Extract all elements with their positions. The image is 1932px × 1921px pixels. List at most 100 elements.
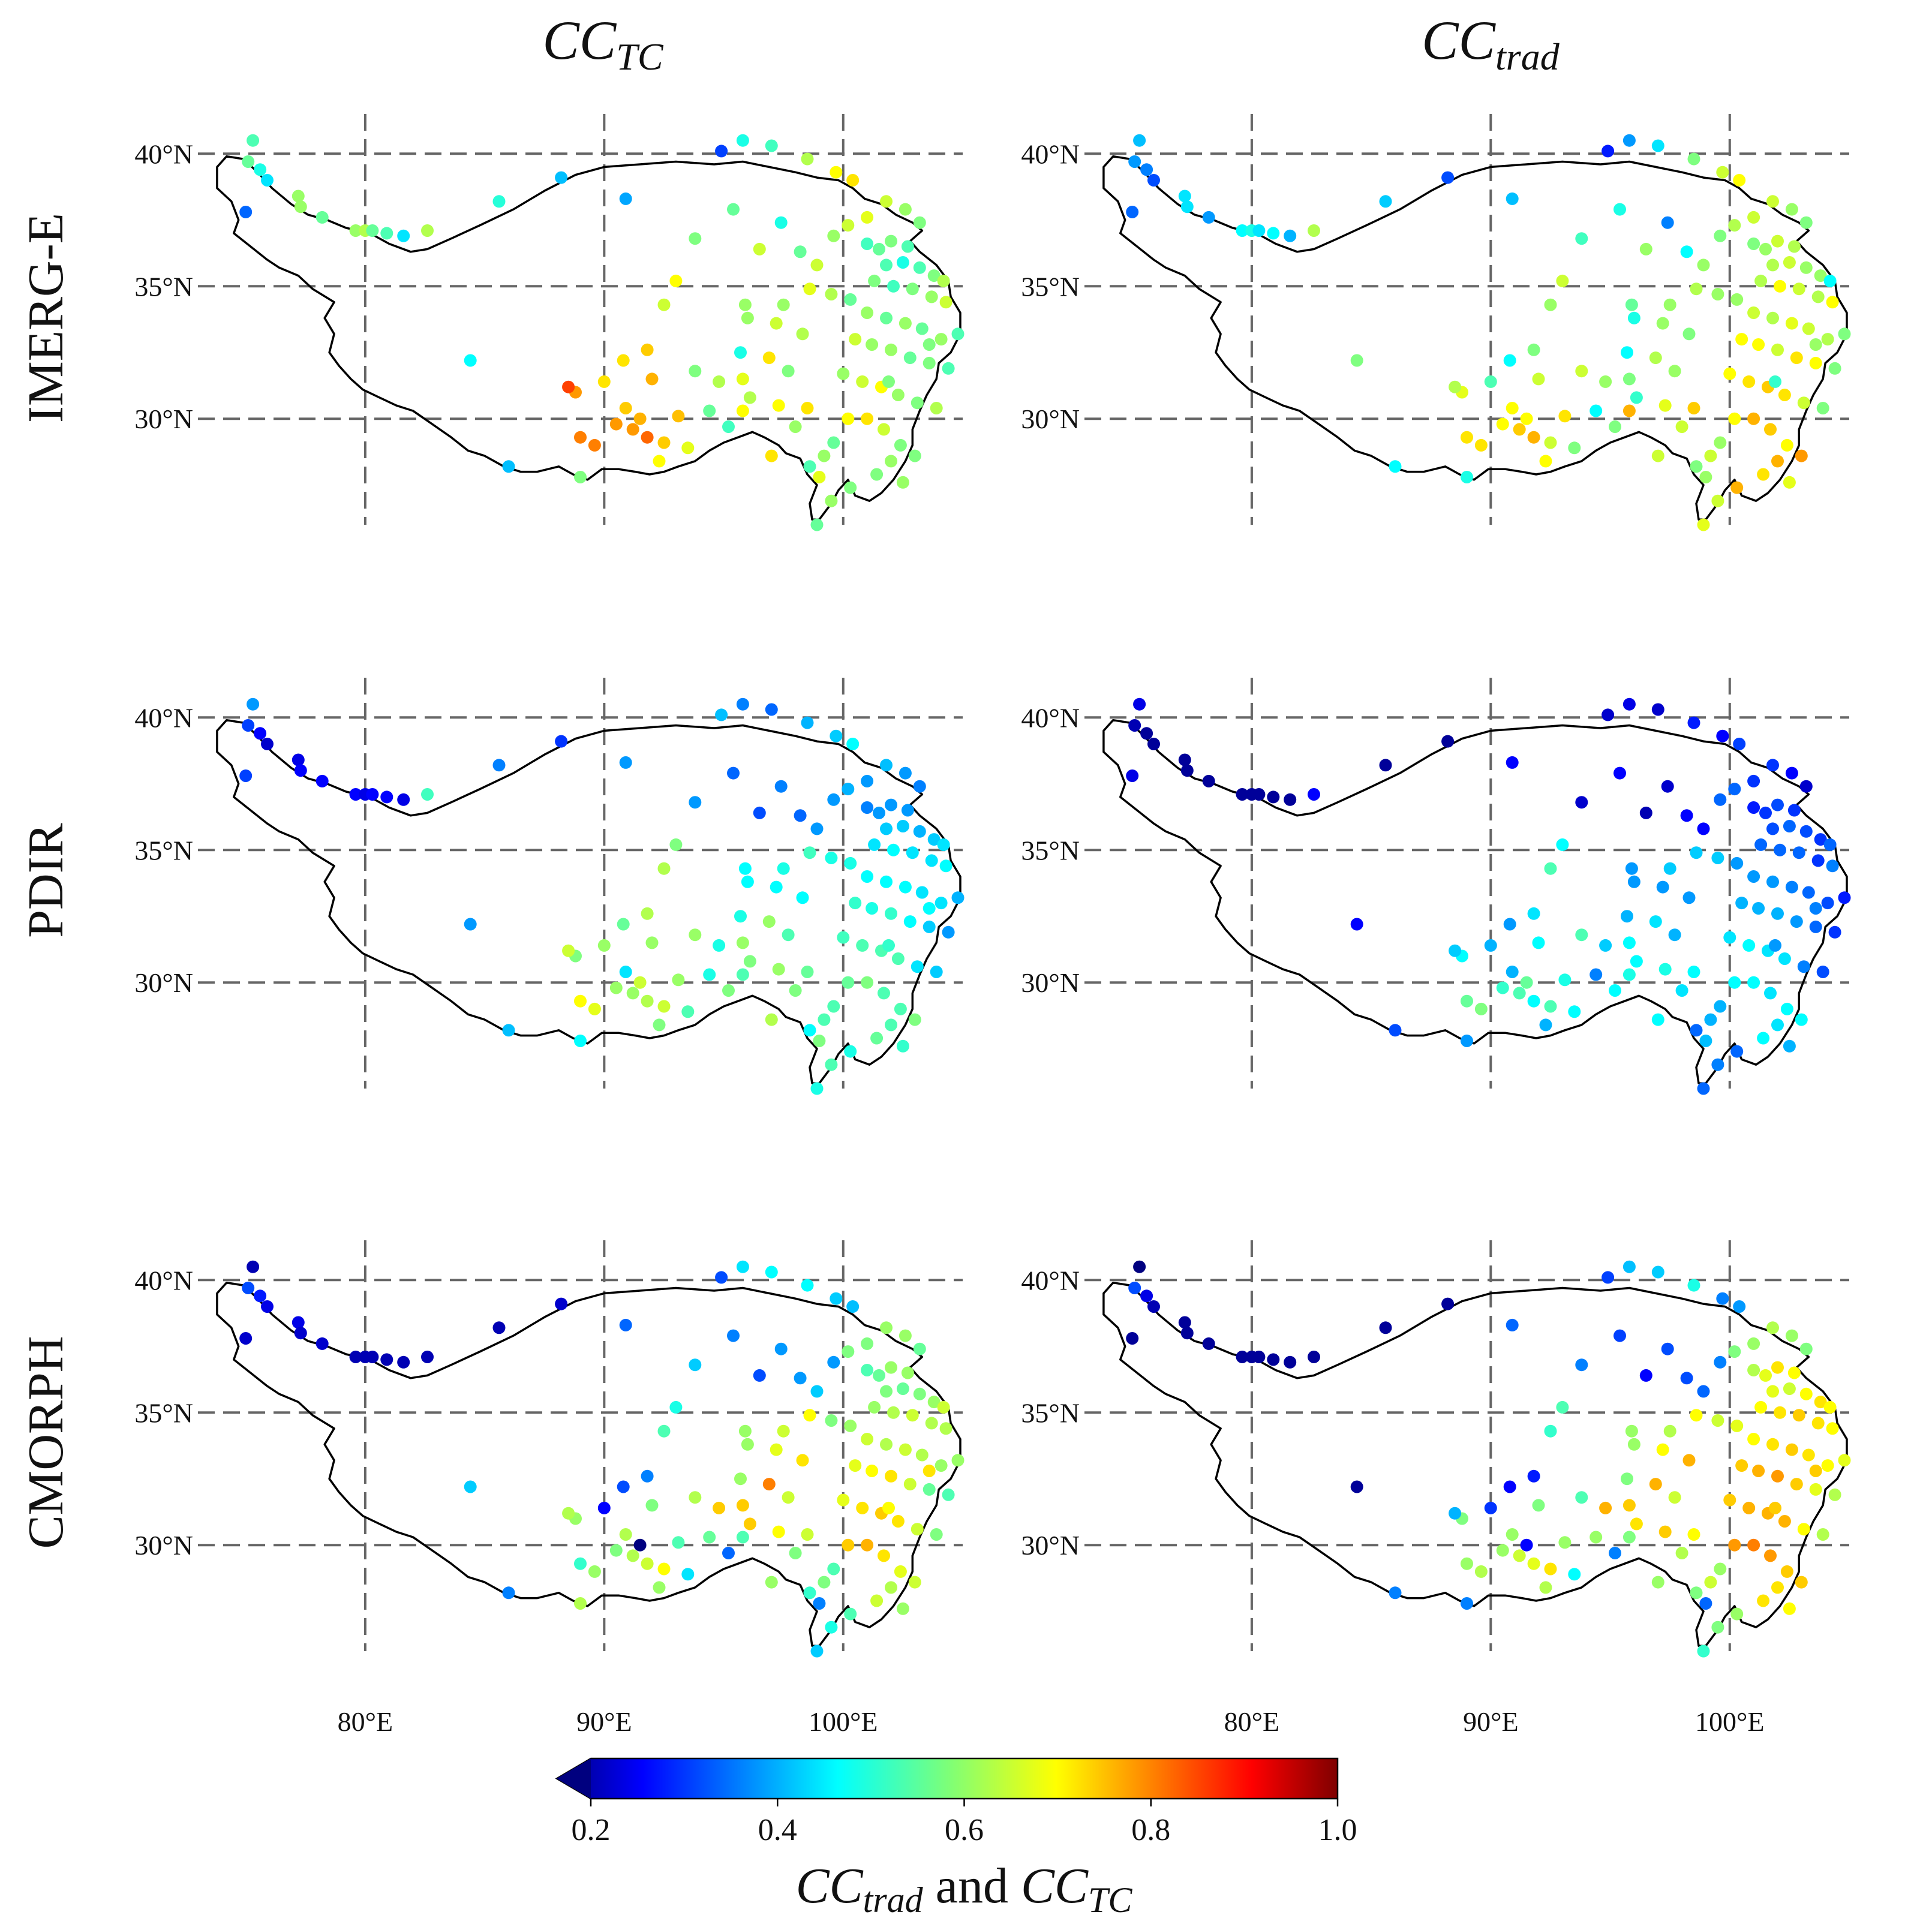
station-point	[653, 1018, 666, 1032]
station-point	[1602, 145, 1615, 158]
station-point	[842, 1538, 855, 1552]
station-point	[1714, 1355, 1727, 1369]
station-point	[899, 317, 912, 330]
station-point	[873, 1369, 885, 1382]
station-point	[927, 1396, 941, 1409]
station-point	[930, 1528, 943, 1541]
station-point	[1575, 365, 1588, 378]
station-point	[1769, 375, 1781, 388]
station-point	[1771, 235, 1784, 248]
station-point	[397, 229, 410, 242]
station-point	[827, 1000, 840, 1013]
station-point	[882, 1501, 895, 1514]
station-point	[1680, 809, 1693, 822]
station-point	[254, 727, 267, 740]
station-point	[1556, 1400, 1569, 1414]
station-point	[774, 1342, 788, 1355]
station-point	[765, 1576, 778, 1589]
station-point	[1697, 1645, 1710, 1658]
station-point	[1811, 854, 1825, 867]
station-point	[935, 1459, 948, 1472]
station-point	[1663, 862, 1676, 875]
station-point	[1449, 380, 1462, 393]
station-point	[1568, 1568, 1581, 1581]
station-point	[689, 1491, 702, 1504]
station-point	[316, 211, 329, 224]
station-point	[1785, 317, 1798, 330]
station-point	[1799, 780, 1813, 793]
station-point	[1128, 155, 1141, 168]
station-point	[1622, 698, 1636, 711]
station-point	[1759, 242, 1772, 255]
station-point	[1687, 716, 1700, 729]
station-point	[1126, 206, 1139, 218]
station-point	[885, 798, 897, 811]
station-point	[1308, 224, 1320, 237]
station-point	[789, 420, 802, 433]
station-point	[1389, 1586, 1402, 1600]
station-point	[736, 936, 749, 949]
station-point	[641, 1557, 654, 1570]
lat-tick-label: 35°N	[134, 271, 193, 302]
station-point	[261, 738, 274, 750]
station-point	[689, 1358, 702, 1372]
station-point	[366, 788, 379, 801]
station-point	[1764, 423, 1777, 436]
station-point	[689, 928, 702, 942]
station-point	[951, 891, 965, 904]
station-point	[1687, 152, 1700, 166]
station-point	[896, 256, 909, 269]
station-point	[1539, 1581, 1552, 1594]
station-point	[825, 852, 838, 864]
lon-tick-label: 100°E	[1695, 1706, 1765, 1737]
station-point	[562, 944, 575, 957]
station-point	[1284, 229, 1297, 242]
station-point	[1680, 245, 1693, 258]
station-point	[923, 902, 936, 915]
station-point	[880, 875, 893, 888]
station-point	[1379, 195, 1392, 208]
station-point	[562, 1507, 575, 1520]
station-point	[1783, 1039, 1796, 1053]
station-point	[669, 274, 683, 287]
station-point	[906, 846, 919, 859]
station-point	[1556, 838, 1569, 851]
station-point	[1622, 1260, 1636, 1273]
station-point	[899, 1443, 912, 1456]
station-point	[1823, 838, 1837, 851]
station-point	[626, 987, 639, 1000]
station-point	[801, 716, 814, 729]
station-point	[1823, 274, 1837, 287]
station-point	[1816, 966, 1829, 978]
station-point	[1602, 1271, 1615, 1284]
station-point	[1783, 820, 1796, 832]
station-point	[1809, 920, 1822, 933]
station-point	[880, 1438, 893, 1451]
station-point	[1759, 806, 1772, 819]
station-point	[925, 1417, 938, 1430]
station-point	[1728, 976, 1741, 989]
station-point	[1766, 822, 1779, 835]
station-point	[885, 343, 897, 356]
station-point	[713, 939, 726, 952]
station-point	[1752, 902, 1765, 915]
station-point	[1728, 1538, 1741, 1552]
station-point	[810, 518, 824, 531]
station-point	[1527, 907, 1540, 920]
station-point	[887, 843, 900, 856]
station-point	[1747, 1538, 1760, 1552]
station-point	[861, 1337, 874, 1350]
station-point	[736, 1499, 749, 1512]
station-point	[901, 1366, 914, 1379]
lat-tick-label: 30°N	[134, 404, 193, 434]
station-point	[846, 1300, 860, 1313]
station-point	[715, 145, 728, 158]
station-point	[891, 389, 905, 401]
station-point	[1252, 788, 1266, 801]
station-point	[1716, 1292, 1729, 1305]
station-point	[1747, 1433, 1760, 1445]
station-point	[794, 809, 807, 822]
station-point	[1687, 1528, 1700, 1541]
station-point	[1656, 880, 1669, 894]
station-point	[939, 859, 953, 873]
